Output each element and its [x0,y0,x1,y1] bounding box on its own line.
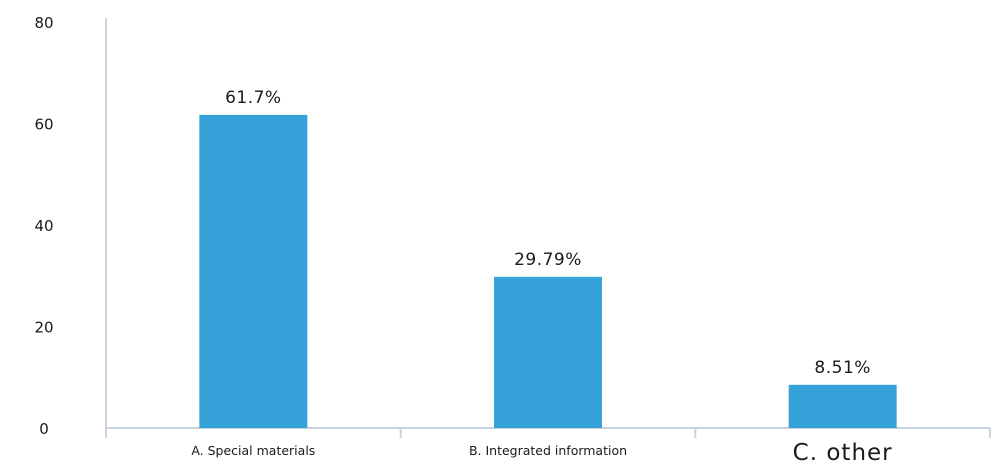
x-axis-tick-marks [105,428,991,438]
data-label: 8.51% [814,358,871,378]
y-tick-label: 40 [34,217,53,235]
bar [199,114,308,428]
bar [788,384,897,428]
category-label: C. other [793,440,893,463]
y-axis-ticks: 0 20 40 60 80 [34,14,53,438]
category-label: B. Integrated information [469,443,627,458]
category-label: A. Special materials [191,443,315,458]
bars [199,114,897,428]
bar [494,276,602,428]
data-label: 29.79% [514,250,582,270]
y-tick-label: 60 [34,116,53,134]
y-tick-label: 80 [34,14,53,32]
data-labels: 61.7% 29.79% 8.51% [225,88,871,378]
data-label: 61.7% [225,88,282,108]
category-labels: A. Special materials B. Integrated inform… [191,440,893,466]
y-tick-label: 20 [34,319,53,337]
y-tick-label: 0 [39,420,49,438]
